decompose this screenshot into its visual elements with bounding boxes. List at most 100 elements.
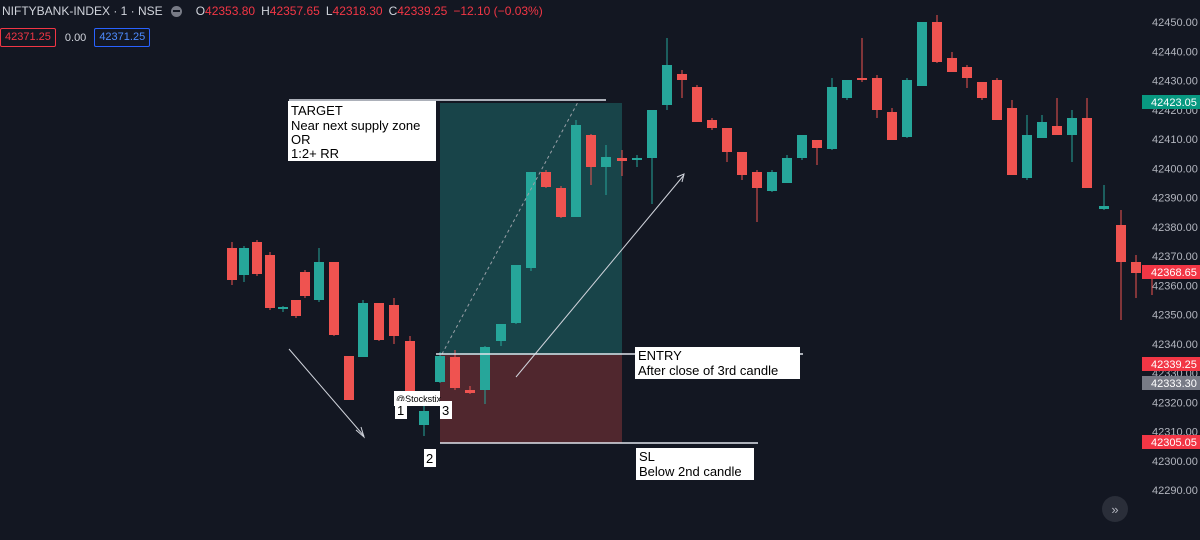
axis-tick-label: 42290.00 [1152, 485, 1198, 497]
bullish-candle [278, 306, 288, 312]
price-badge: 42305.05 [1142, 435, 1200, 449]
bearish-candle [450, 350, 460, 390]
sl-note-line-2: Below 2nd candle [639, 464, 742, 479]
high-value: 42357.65 [269, 4, 320, 18]
price-axis[interactable]: 42450.0042440.0042430.0042420.0042410.00… [1152, 17, 1198, 497]
svg-text:42333.30: 42333.30 [1151, 378, 1197, 390]
bullish-candle [917, 22, 927, 86]
change-value: −12.10 (−0.03%) [453, 4, 543, 18]
axis-tick-label: 42400.00 [1152, 163, 1198, 175]
price-badge: 42423.05 [1142, 95, 1200, 109]
target-note-line-2: Near next supply zone [291, 118, 420, 133]
svg-text:42368.65: 42368.65 [1151, 267, 1197, 279]
bearish-candle [300, 270, 310, 298]
bearish-candle [872, 75, 882, 118]
candle-label-1-text: 1 [397, 403, 404, 418]
bullish-candle [782, 155, 792, 183]
symbol-legend: NIFTYBANK-INDEX · 1 · NSE O 42353.80 H 423… [0, 0, 549, 22]
bearish-candle [465, 386, 475, 394]
open-label: O [195, 4, 206, 18]
bullish-candle [767, 170, 777, 192]
bullish-candle [632, 155, 642, 167]
bearish-candle [992, 78, 1002, 120]
price-badges: 42423.05 42368.65 42339.25 42333.30 42305.05 [1142, 95, 1200, 449]
bearish-candle [374, 303, 384, 341]
bearish-candle [541, 170, 551, 188]
axis-tick-label: 42430.00 [1152, 76, 1198, 88]
axis-tick-label: 42440.00 [1152, 46, 1198, 58]
bearish-candle [291, 300, 301, 318]
stop-zone [440, 355, 622, 443]
bullish-candle [902, 78, 912, 138]
bearish-candle [405, 336, 415, 395]
watermark-text: @Stockstix [396, 394, 442, 404]
down-arrow [288, 348, 365, 437]
buy-price-box[interactable]: 42371.25 [94, 28, 151, 47]
bullish-candle [358, 300, 368, 357]
low-label: L [325, 4, 333, 18]
bearish-candle [227, 242, 237, 285]
bearish-candle [617, 150, 627, 176]
bullish-candle [1099, 185, 1109, 210]
target-note-line-3: OR [291, 132, 311, 147]
visibility-icon[interactable] [170, 5, 182, 17]
price-badge: 42333.30 [1142, 376, 1200, 390]
bearish-candle [389, 298, 399, 344]
candle-label-2: 2 [424, 449, 436, 467]
bullish-candle [1037, 115, 1047, 138]
bearish-candle [977, 82, 987, 100]
bullish-candle [496, 324, 506, 346]
entry-note-line-1: ENTRY [638, 348, 682, 363]
axis-tick-label: 42300.00 [1152, 456, 1198, 468]
bullish-candle [797, 135, 807, 160]
price-badge: 42368.65 [1142, 265, 1200, 279]
sell-price-box[interactable]: 42371.25 [0, 28, 56, 47]
scroll-to-realtime-button[interactable]: » [1102, 496, 1128, 522]
entry-note[interactable]: ENTRY After close of 3rd candle [635, 347, 800, 379]
bearish-candle [932, 15, 942, 63]
bullish-candle [571, 120, 581, 217]
bullish-candle [827, 78, 837, 150]
symbol-name[interactable]: NIFTYBANK-INDEX · 1 · NSE [2, 4, 163, 18]
open-value: 42353.80 [205, 4, 256, 18]
bearish-candle [752, 170, 762, 222]
svg-text:42423.05: 42423.05 [1151, 97, 1197, 109]
axis-tick-label: 42370.00 [1152, 251, 1198, 263]
bearish-candle [1131, 255, 1141, 298]
bearish-candle [1007, 100, 1017, 175]
up-arrow-head [676, 173, 685, 183]
bearish-candle [857, 38, 867, 82]
sl-note-line-1: SL [639, 449, 655, 464]
low-value: 42318.30 [332, 4, 383, 18]
svg-text:42305.05: 42305.05 [1151, 437, 1197, 449]
axis-tick-label: 42340.00 [1152, 339, 1198, 351]
bearish-candle [265, 252, 275, 310]
bearish-candle [737, 152, 747, 180]
bearish-candle [692, 85, 702, 122]
price-boxes: 42371.25 0.00 42371.25 [0, 28, 151, 47]
bearish-candle [722, 128, 732, 162]
arrows [288, 173, 685, 439]
bullish-candle [239, 246, 249, 282]
sl-note[interactable]: SL Below 2nd candle [636, 448, 754, 480]
bearish-candle [252, 240, 262, 276]
candle-label-2-text: 2 [426, 451, 433, 466]
bullish-candle [647, 110, 657, 204]
bearish-candle [812, 140, 822, 165]
axis-tick-label: 42380.00 [1152, 222, 1198, 234]
bearish-candle [344, 356, 354, 400]
target-note-line-4: 1:2+ RR [291, 146, 339, 161]
bullish-candle [1022, 115, 1032, 180]
bullish-candle [1067, 110, 1077, 162]
bearish-candle [707, 118, 717, 130]
bullish-candle [526, 172, 536, 271]
up-arrow [515, 174, 685, 378]
candles [227, 15, 1157, 436]
bearish-candle [677, 70, 687, 98]
target-note[interactable]: TARGET Near next supply zone OR 1:2+ RR [288, 101, 436, 161]
high-label: H [261, 4, 270, 18]
bearish-candle [947, 52, 957, 72]
bearish-candle [1082, 98, 1092, 188]
bearish-candle [1052, 98, 1062, 135]
